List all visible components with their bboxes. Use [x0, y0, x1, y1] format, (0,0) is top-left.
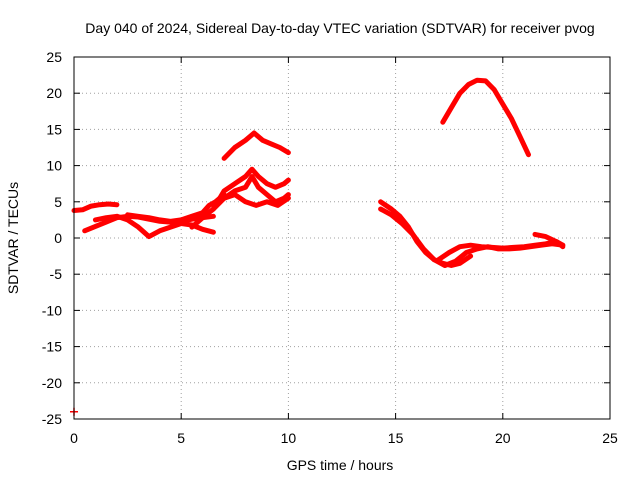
x-tick-label: 5 — [177, 430, 185, 446]
x-tick-label: 20 — [495, 430, 511, 446]
x-axis-label: GPS time / hours — [287, 457, 394, 473]
x-tick-label: 15 — [388, 430, 404, 446]
x-tick-label: 10 — [281, 430, 297, 446]
y-tick-label: -25 — [42, 411, 62, 427]
y-tick-label: 0 — [54, 230, 62, 246]
axis-ticks: 0 5 10 15 20 25 -25 -20 -15 -10 -5 0 5 10 15 20 25 — [42, 49, 618, 446]
series-arc-13 — [440, 77, 531, 158]
grid-lines — [74, 57, 610, 419]
series-arc-8 — [221, 130, 291, 161]
y-tick-label: 10 — [46, 158, 62, 174]
x-tick-label: 25 — [602, 430, 618, 446]
series-arc-12 — [532, 231, 566, 248]
chart-title: Day 040 of 2024, Sidereal Day-to-day VTE… — [85, 20, 594, 36]
series-arc-7 — [221, 192, 291, 208]
series-arc-9 — [378, 199, 474, 268]
series-arc-4 — [125, 192, 227, 224]
series-arc-6 — [210, 166, 291, 212]
data-series — [70, 77, 566, 416]
series-arc-1 — [71, 201, 120, 213]
y-tick-label: -5 — [50, 266, 63, 282]
y-axis-label: SDTVAR / TECUs — [5, 182, 21, 294]
y-tick-label: 20 — [46, 85, 62, 101]
y-tick-label: 5 — [54, 194, 62, 210]
y-tick-label: -10 — [42, 302, 62, 318]
series-arc-11 — [436, 239, 566, 263]
y-tick-label: 25 — [46, 49, 62, 65]
y-tick-label: -20 — [42, 375, 62, 391]
x-tick-label: 0 — [70, 430, 78, 446]
y-tick-label: -15 — [42, 339, 62, 355]
y-tick-label: 15 — [46, 121, 62, 137]
